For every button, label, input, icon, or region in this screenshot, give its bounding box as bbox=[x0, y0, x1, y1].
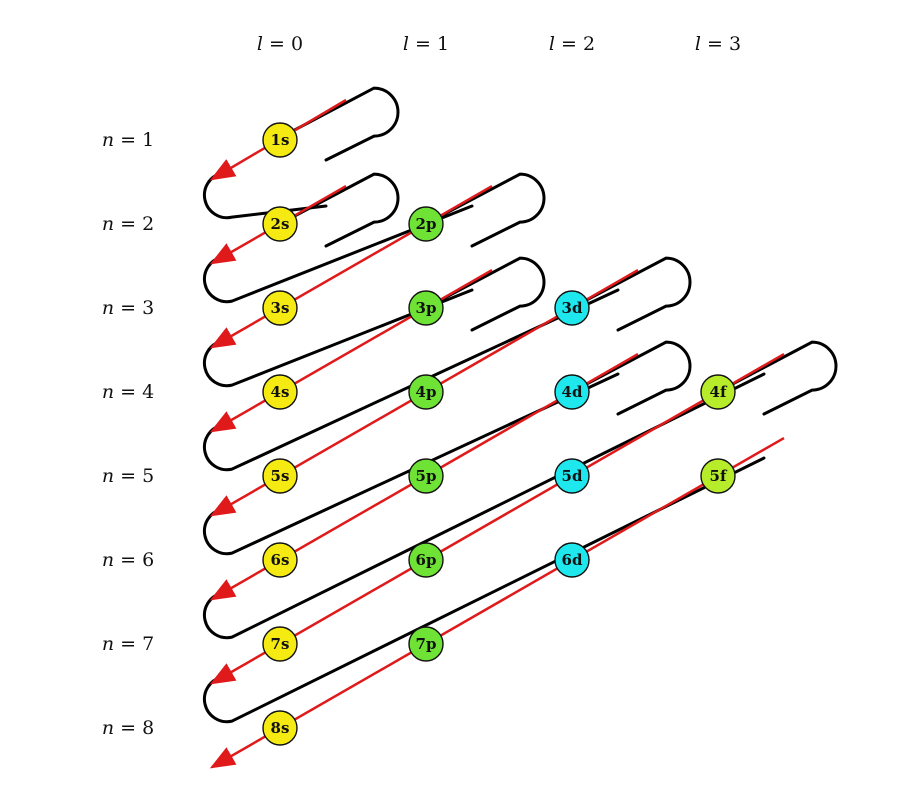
connector-left-1 bbox=[202, 171, 328, 220]
orbital-label: 7s bbox=[271, 635, 290, 653]
row-label-n4: n = 4 bbox=[102, 381, 154, 403]
row-label-n3: n = 3 bbox=[102, 297, 154, 319]
orbital-5f: 5f bbox=[700, 458, 736, 494]
row-label-n7: n = 7 bbox=[102, 633, 154, 655]
filling-arrow-4 bbox=[209, 268, 493, 433]
orbital-5d: 5d bbox=[554, 458, 590, 494]
orbital-7p: 7p bbox=[408, 626, 444, 662]
orbital-2s: 2s bbox=[262, 206, 298, 242]
row-label-n1: n = 1 bbox=[102, 129, 154, 151]
orbital-7s: 7s bbox=[262, 626, 298, 662]
connector-right-2 bbox=[284, 172, 400, 248]
filling-arrow-3 bbox=[209, 184, 493, 349]
orbital-label: 5p bbox=[416, 467, 437, 485]
orbital-circle bbox=[262, 206, 298, 242]
orbital-circle bbox=[554, 542, 590, 578]
connector-right-7 bbox=[722, 340, 838, 416]
row-label-n8: n = 8 bbox=[102, 717, 154, 739]
orbital-1s: 1s bbox=[262, 122, 298, 158]
connector-right-4 bbox=[430, 256, 546, 332]
orbital-3d: 3d bbox=[554, 290, 590, 326]
orbital-4p: 4p bbox=[408, 374, 444, 410]
column-label-layer: l = 0 l = 1 l = 2 l = 3 bbox=[257, 33, 741, 55]
orbital-3s: 3s bbox=[262, 290, 298, 326]
orbital-4s: 4s bbox=[262, 374, 298, 410]
orbital-layer: 1s 2s 2p 3s 3p 3d 4s 4p 4d 4f 5s 5p 5d 5f 6s 6p 6d 7s 7p 8s bbox=[262, 122, 736, 746]
orbital-label: 3d bbox=[562, 299, 583, 317]
orbital-circle bbox=[262, 458, 298, 494]
orbital-6d: 6d bbox=[554, 542, 590, 578]
orbital-circle bbox=[700, 374, 736, 410]
orbital-8s: 8s bbox=[262, 710, 298, 746]
row-label-n2: n = 2 bbox=[102, 213, 154, 235]
orbital-circle bbox=[408, 542, 444, 578]
orbital-label: 6p bbox=[416, 551, 437, 569]
orbital-circle bbox=[408, 206, 444, 242]
orbital-label: 5f bbox=[710, 467, 728, 485]
orbital-circle bbox=[408, 626, 444, 662]
orbital-label: 6d bbox=[562, 551, 583, 569]
orbital-label: 1s bbox=[271, 131, 290, 149]
arrow-layer bbox=[209, 98, 785, 769]
filling-arrow-8 bbox=[209, 436, 785, 769]
connector-right-6 bbox=[576, 340, 692, 416]
orbital-circle bbox=[554, 458, 590, 494]
column-label-l1: l = 1 bbox=[403, 33, 449, 55]
orbital-label: 8s bbox=[271, 719, 290, 737]
column-label-l2: l = 2 bbox=[549, 33, 595, 55]
connector-right-3 bbox=[430, 172, 546, 248]
orbital-circle bbox=[262, 542, 298, 578]
orbital-3p: 3p bbox=[408, 290, 444, 326]
orbital-circle bbox=[700, 458, 736, 494]
orbital-label: 3p bbox=[416, 299, 437, 317]
orbital-circle bbox=[554, 374, 590, 410]
orbital-label: 5s bbox=[271, 467, 290, 485]
orbital-4f: 4f bbox=[700, 374, 736, 410]
orbital-label: 4f bbox=[710, 383, 728, 401]
orbital-label: 6s bbox=[271, 551, 290, 569]
orbital-circle bbox=[408, 458, 444, 494]
orbital-4d: 4d bbox=[554, 374, 590, 410]
orbital-6s: 6s bbox=[262, 542, 298, 578]
row-label-n6: n = 6 bbox=[102, 549, 154, 571]
orbital-label: 4p bbox=[416, 383, 437, 401]
connector-layer bbox=[202, 86, 838, 724]
orbital-label: 7p bbox=[416, 635, 437, 653]
orbital-circle bbox=[262, 290, 298, 326]
orbital-circle bbox=[262, 710, 298, 746]
orbital-label: 2s bbox=[271, 215, 290, 233]
connector-right-5 bbox=[576, 256, 692, 332]
orbital-circle bbox=[554, 290, 590, 326]
orbital-label: 3s bbox=[271, 299, 290, 317]
column-label-l3: l = 3 bbox=[695, 33, 741, 55]
orbital-label: 4d bbox=[562, 383, 583, 401]
orbital-circle bbox=[262, 374, 298, 410]
orbital-6p: 6p bbox=[408, 542, 444, 578]
orbital-circle bbox=[262, 626, 298, 662]
orbital-circle bbox=[262, 122, 298, 158]
orbital-label: 4s bbox=[271, 383, 290, 401]
connector-right-1 bbox=[284, 86, 400, 162]
orbital-label: 2p bbox=[416, 215, 437, 233]
row-label-layer: n = 1 n = 2 n = 3 n = 4 n = 5 n = 6 n = 7 n = 8 bbox=[102, 129, 154, 739]
row-label-n5: n = 5 bbox=[102, 465, 154, 487]
column-label-l0: l = 0 bbox=[257, 33, 303, 55]
orbital-2p: 2p bbox=[408, 206, 444, 242]
orbital-label: 5d bbox=[562, 467, 583, 485]
filling-arrow-7 bbox=[209, 352, 785, 685]
orbital-circle bbox=[408, 374, 444, 410]
orbital-circle bbox=[408, 290, 444, 326]
orbital-5s: 5s bbox=[262, 458, 298, 494]
orbital-5p: 5p bbox=[408, 458, 444, 494]
